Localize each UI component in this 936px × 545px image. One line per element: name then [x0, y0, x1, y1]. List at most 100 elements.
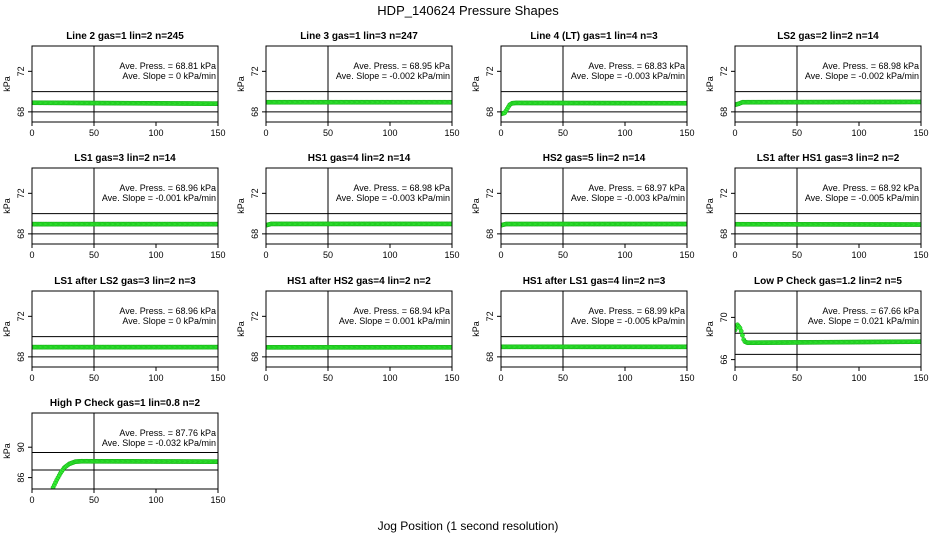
x-tick-label: 100 — [148, 373, 163, 383]
data-point — [918, 99, 921, 105]
x-tick-label: 50 — [89, 373, 99, 383]
panel-annotation: Ave. Slope = 0 kPa/min — [122, 316, 216, 326]
y-axis-label: kPa — [2, 443, 12, 459]
series-points — [735, 221, 921, 227]
panel-title: LS1 after LS2 gas=3 lin=2 n=3 — [54, 276, 196, 287]
plot-frame — [31, 412, 219, 490]
y-tick-label: 72 — [16, 66, 26, 76]
panel-annotation: Ave. Slope = -0.003 kPa/min — [571, 193, 685, 203]
panel-title: HS1 after LS1 gas=4 lin=2 n=3 — [523, 276, 666, 287]
y-tick-label: 72 — [250, 188, 260, 198]
series-points — [501, 344, 687, 350]
y-axis-label: kPa — [471, 321, 481, 337]
x-tick-label: 50 — [792, 250, 802, 260]
x-tick-label: 50 — [792, 128, 802, 138]
panel-title: Line 2 gas=1 lin=2 n=245 — [66, 31, 184, 42]
panel-title: High P Check gas=1 lin=0.8 n=2 — [50, 398, 201, 409]
x-tick-label: 50 — [792, 373, 802, 383]
panel-10: HS1 after HS2 gas=4 lin=2 n=2 Ave. Press.… — [236, 276, 460, 383]
panel-title: Low P Check gas=1.2 lin=2 n=5 — [754, 276, 902, 287]
panel-annotation: Ave. Press. = 68.97 kPa — [588, 183, 685, 193]
panel-annotation: Ave. Press. = 68.83 kPa — [588, 61, 685, 71]
panel-annotation: Ave. Slope = 0 kPa/min — [122, 71, 216, 81]
series-points — [266, 221, 452, 228]
panel-1: Line 2 gas=1 lin=2 n=245 Ave. Press. = 68… — [2, 31, 226, 138]
panel-5: LS1 gas=3 lin=2 n=14 Ave. Press. = 68.96 … — [2, 153, 226, 260]
panel-annotation: Ave. Press. = 87.76 kPa — [119, 428, 216, 438]
panel-13: High P Check gas=1 lin=0.8 n=2 Ave. Press… — [2, 398, 226, 505]
y-tick-label: 68 — [719, 229, 729, 239]
panel-annotation: Ave. Slope = -0.032 kPa/min — [102, 438, 216, 448]
plot-frame — [500, 45, 688, 123]
panel-12: Low P Check gas=1.2 lin=2 n=5 Ave. Press.… — [705, 276, 929, 383]
x-tick-label: 100 — [148, 128, 163, 138]
y-axis-label: kPa — [705, 198, 715, 214]
y-tick-label: 66 — [719, 355, 729, 365]
series-points — [32, 100, 218, 107]
panel-annotation: Ave. Press. = 68.94 kPa — [353, 306, 450, 316]
x-tick-label: 150 — [210, 250, 225, 260]
x-tick-label: 150 — [444, 128, 459, 138]
panel-annotation: Ave. Slope = 0.021 kPa/min — [808, 316, 919, 326]
plot-frame — [500, 167, 688, 245]
panel-title: LS1 gas=3 lin=2 n=14 — [74, 153, 176, 164]
y-tick-label: 72 — [16, 311, 26, 321]
panel-annotation: Ave. Press. = 68.92 kPa — [822, 183, 919, 193]
x-tick-label: 150 — [210, 128, 225, 138]
y-tick-label: 72 — [250, 311, 260, 321]
panel-annotation: Ave. Slope = -0.002 kPa/min — [336, 71, 450, 81]
panel-6: HS1 gas=4 lin=2 n=14 Ave. Press. = 68.98 … — [236, 153, 460, 260]
data-point — [684, 344, 687, 350]
y-tick-label: 68 — [16, 229, 26, 239]
x-tick-label: 150 — [913, 250, 928, 260]
panel-annotation: Ave. Press. = 68.95 kPa — [353, 61, 450, 71]
y-tick-label: 72 — [16, 188, 26, 198]
x-tick-label: 0 — [29, 495, 34, 505]
y-tick-label: 72 — [250, 66, 260, 76]
data-point — [918, 339, 921, 345]
panel-annotation: Ave. Press. = 68.96 kPa — [119, 306, 216, 316]
x-tick-label: 50 — [323, 373, 333, 383]
series-points — [266, 344, 452, 350]
panel-title: LS2 gas=2 lin=2 n=14 — [777, 31, 879, 42]
panel-9: LS1 after LS2 gas=3 lin=2 n=3 Ave. Press.… — [2, 276, 226, 383]
plot-frame — [265, 45, 453, 123]
panel-3: Line 4 (LT) gas=1 lin=4 n=3 Ave. Press. =… — [471, 31, 695, 138]
x-tick-label: 0 — [732, 250, 737, 260]
x-tick-label: 50 — [558, 250, 568, 260]
x-tick-label: 50 — [89, 250, 99, 260]
y-axis-label: kPa — [236, 198, 246, 214]
x-tick-label: 150 — [444, 250, 459, 260]
y-tick-label: 72 — [719, 66, 729, 76]
panel-annotation: Ave. Press. = 68.99 kPa — [588, 306, 685, 316]
plot-frame — [31, 167, 219, 245]
x-tick-label: 0 — [498, 373, 503, 383]
panel-annotation: Ave. Slope = -0.001 kPa/min — [102, 193, 216, 203]
panel-grid: Line 2 gas=1 lin=2 n=245 Ave. Press. = 68… — [2, 31, 929, 505]
x-tick-label: 100 — [851, 373, 866, 383]
x-tick-label: 100 — [617, 250, 632, 260]
plot-frame — [31, 290, 219, 368]
panel-4: LS2 gas=2 lin=2 n=14 Ave. Press. = 68.98 … — [705, 31, 929, 138]
figure-title: HDP_140624 Pressure Shapes — [377, 3, 559, 18]
series-points — [735, 322, 921, 346]
panel-annotation: Ave. Slope = -0.002 kPa/min — [805, 71, 919, 81]
x-tick-label: 0 — [732, 128, 737, 138]
panel-title: HS2 gas=5 lin=2 n=14 — [543, 153, 646, 164]
data-point — [738, 328, 744, 334]
plot-frame — [734, 167, 922, 245]
x-tick-label: 50 — [89, 495, 99, 505]
x-tick-label: 50 — [323, 128, 333, 138]
y-axis-label: kPa — [236, 321, 246, 337]
data-point — [684, 221, 687, 227]
series-points — [32, 221, 218, 227]
series-points — [50, 458, 218, 489]
plot-frame — [31, 45, 219, 123]
panel-title: Line 3 gas=1 lin=3 n=247 — [300, 31, 418, 42]
x-tick-label: 100 — [148, 495, 163, 505]
y-axis-label: kPa — [471, 198, 481, 214]
x-tick-label: 0 — [263, 373, 268, 383]
y-axis-label: kPa — [2, 321, 12, 337]
